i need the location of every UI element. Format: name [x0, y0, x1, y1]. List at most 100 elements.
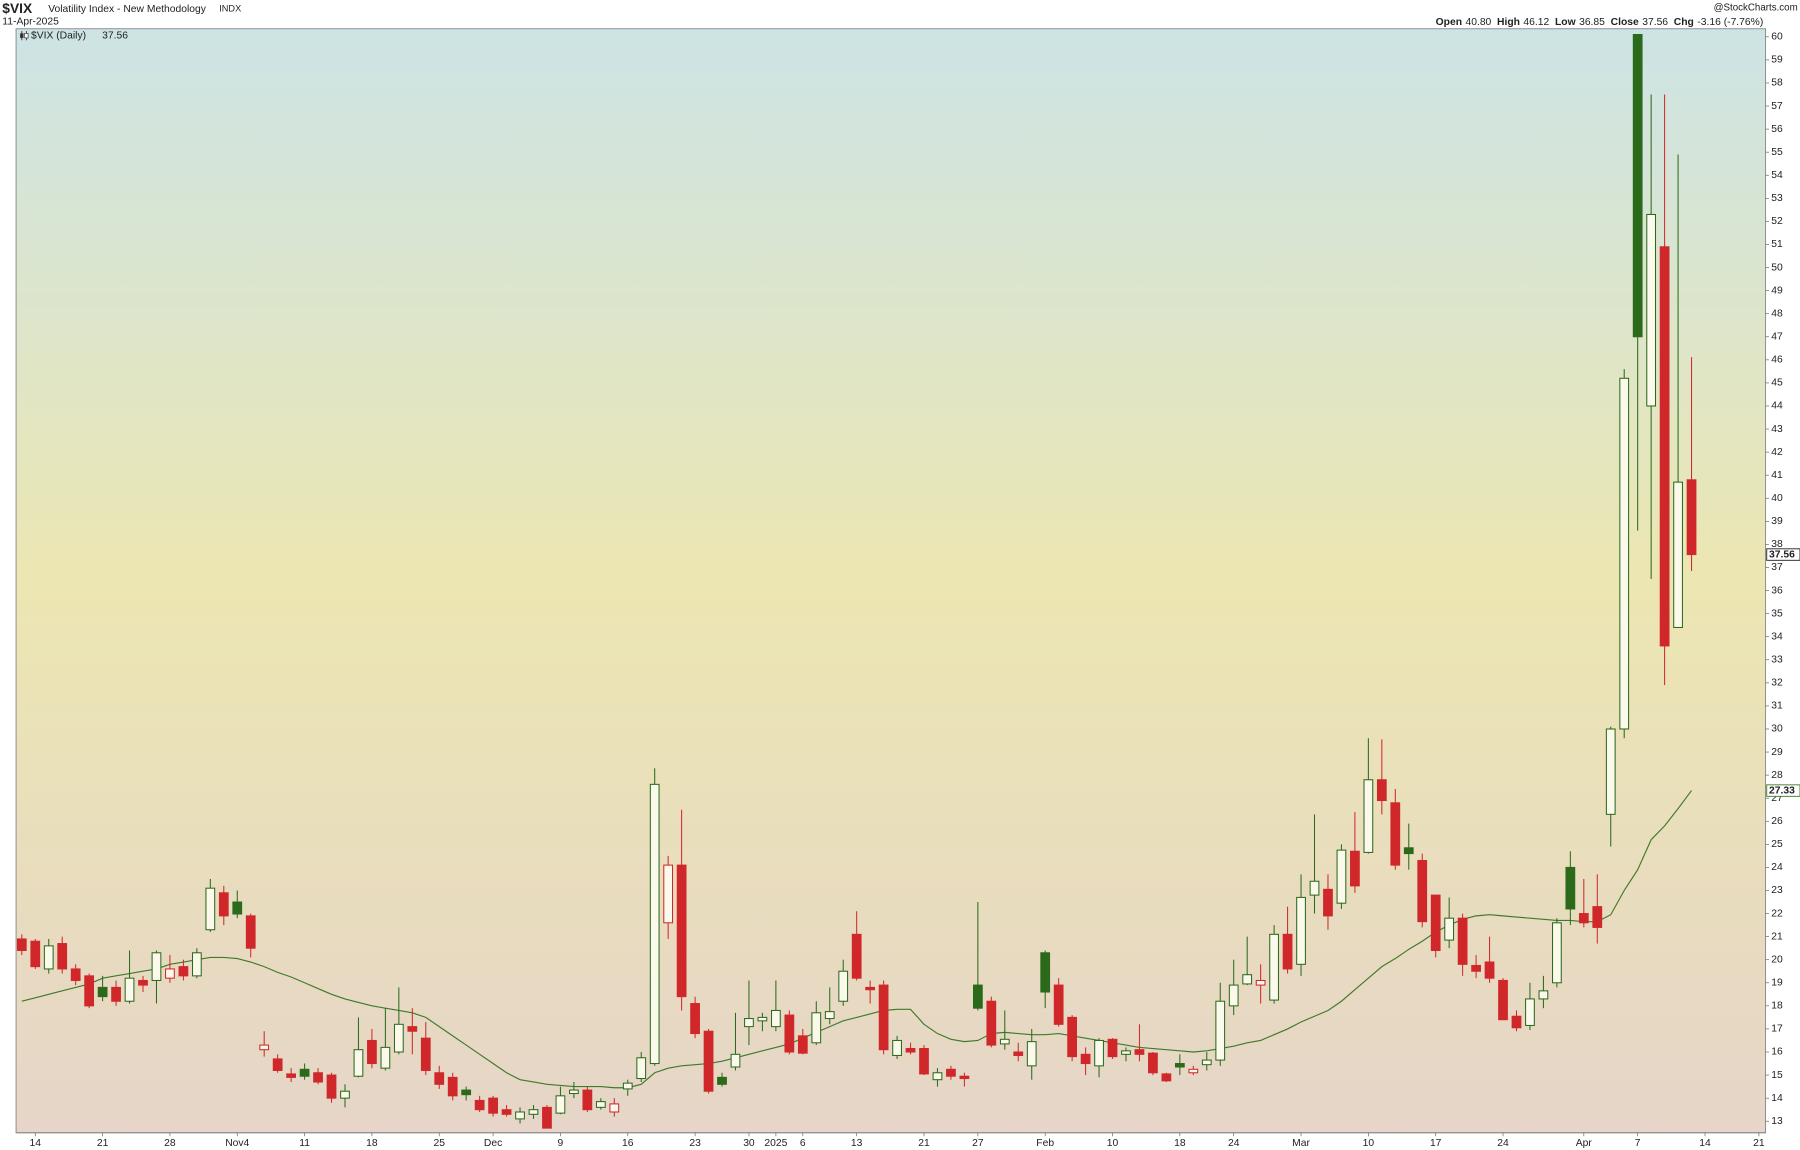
- candle-body: [70, 968, 81, 981]
- chart-subtitle: Volatility Index - New Methodology: [48, 4, 207, 15]
- candle-body: [771, 1009, 781, 1028]
- candle: [1578, 878, 1589, 928]
- quote-name: Chg: [1674, 17, 1694, 28]
- candle-body: [1619, 377, 1630, 730]
- quote-name: High: [1497, 17, 1520, 28]
- candle-body: [1174, 1063, 1185, 1068]
- candle-body: [57, 943, 68, 970]
- candle-body: [340, 1090, 350, 1099]
- y-tick-label: 46: [1771, 355, 1783, 366]
- y-tick-label: 47: [1771, 331, 1783, 342]
- y-tick-label: 24: [1771, 862, 1783, 873]
- legend-value: 37.56: [102, 30, 128, 41]
- x-tick-label: Apr: [1576, 1138, 1593, 1149]
- candle: [1376, 739, 1387, 815]
- candle-body: [1578, 913, 1589, 924]
- y-tick-label: 33: [1771, 655, 1783, 666]
- y-tick-label: 27: [1771, 793, 1783, 804]
- candle-body: [542, 1106, 552, 1129]
- candle: [1390, 788, 1401, 870]
- x-tick-label: Mar: [1292, 1138, 1310, 1149]
- candle-body: [892, 1039, 902, 1056]
- quote-name: Low: [1555, 17, 1577, 28]
- candle: [1646, 94, 1657, 580]
- candle-body: [1296, 896, 1306, 965]
- x-tick-label: 24: [1497, 1138, 1509, 1149]
- x-tick-label: 18: [366, 1138, 378, 1149]
- candle: [1457, 913, 1468, 976]
- candle-body: [999, 1038, 1010, 1045]
- x-tick-label: Dec: [484, 1138, 502, 1149]
- candle: [636, 1051, 647, 1082]
- x-tick-label: 10: [1363, 1138, 1375, 1149]
- x-tick-label: Feb: [1036, 1138, 1054, 1149]
- candle: [111, 980, 121, 1006]
- candle-body: [1457, 917, 1468, 965]
- candle: [744, 980, 754, 1046]
- candle-body: [1484, 961, 1495, 979]
- candle: [1444, 897, 1455, 949]
- candle: [461, 1086, 472, 1101]
- candle: [1673, 154, 1683, 628]
- candle-body: [420, 1037, 431, 1071]
- candle: [165, 955, 175, 983]
- candle: [367, 1028, 377, 1069]
- candle: [57, 936, 68, 974]
- candle: [717, 1072, 727, 1087]
- candle: [286, 1068, 297, 1082]
- candle-body: [124, 977, 135, 1002]
- candle: [70, 964, 81, 986]
- candle: [851, 911, 862, 981]
- x-tick-label: 25: [433, 1138, 445, 1149]
- candle-body: [111, 986, 121, 1002]
- candle: [1592, 874, 1603, 944]
- quote-name: Close: [1611, 17, 1639, 28]
- y-tick-label: 60: [1771, 32, 1783, 43]
- y-tick-label: 56: [1771, 124, 1783, 135]
- quote-value: 36.85: [1579, 17, 1605, 28]
- candle: [1417, 853, 1428, 928]
- candle-body: [595, 1101, 606, 1108]
- candle-body: [286, 1073, 297, 1078]
- candle: [488, 1095, 498, 1117]
- candle-body: [474, 1099, 485, 1111]
- candle-body: [1498, 979, 1508, 1021]
- candle-body: [380, 1046, 391, 1069]
- candle: [1080, 1047, 1091, 1076]
- candle: [515, 1107, 525, 1124]
- candle-body: [367, 1039, 377, 1065]
- candle-body: [205, 887, 216, 931]
- candle-body: [582, 1089, 593, 1111]
- legend-label: $VIX (Daily): [31, 30, 86, 41]
- candle: [353, 1017, 364, 1078]
- y-tick-label: 50: [1771, 262, 1783, 273]
- candle-body: [1026, 1041, 1037, 1067]
- candle: [1430, 894, 1441, 958]
- candle: [878, 980, 889, 1055]
- y-tick-label: 29: [1771, 747, 1783, 758]
- candle: [245, 913, 256, 958]
- candle-body: [1350, 850, 1360, 887]
- candle-body: [1686, 479, 1697, 556]
- candle-body: [1363, 779, 1374, 853]
- candle-body: [353, 1049, 364, 1077]
- x-tick-label: 23: [689, 1138, 701, 1149]
- y-tick-label: 16: [1771, 1047, 1783, 1058]
- candle: [1632, 34, 1643, 531]
- candle-body: [1390, 802, 1401, 866]
- candle-body: [447, 1076, 458, 1097]
- candle: [1484, 936, 1495, 983]
- candle: [757, 1012, 768, 1032]
- candle: [1403, 823, 1414, 870]
- candle-body: [393, 1023, 404, 1053]
- quote-value: 46.12: [1523, 17, 1549, 28]
- candle-body: [636, 1057, 647, 1080]
- candle-body: [138, 979, 148, 986]
- y-tick-label: 58: [1771, 78, 1783, 89]
- candle: [595, 1098, 606, 1110]
- candle: [1363, 738, 1374, 854]
- candle-body: [1659, 246, 1670, 647]
- candle: [1686, 357, 1697, 571]
- candle-body: [1242, 974, 1253, 985]
